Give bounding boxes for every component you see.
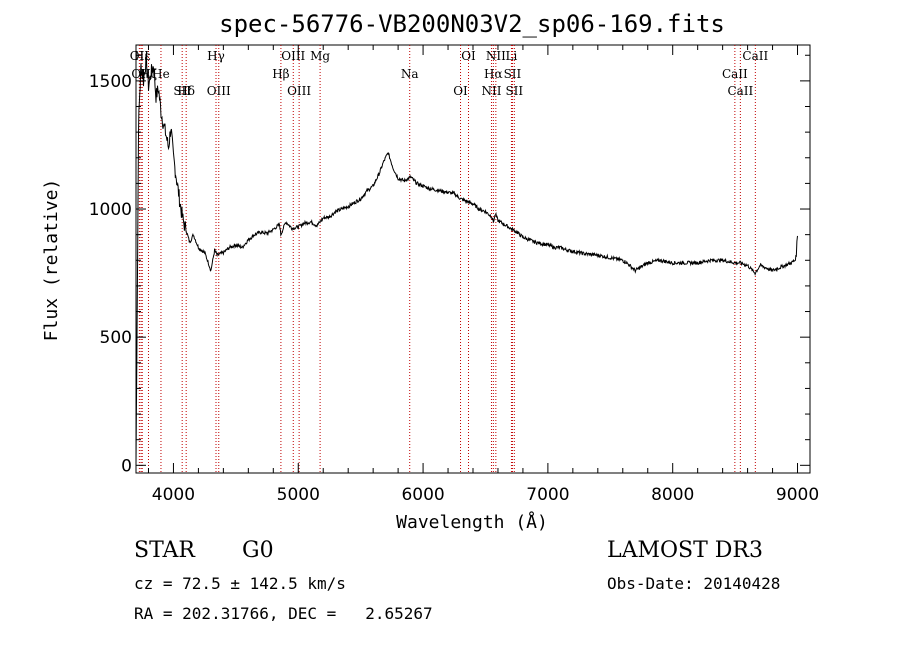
x-tick-label: 6000 <box>401 485 444 505</box>
emission-line-label-2: Hδ <box>177 84 195 98</box>
spectrum-line <box>135 53 798 466</box>
chart-title: spec-56776-VB200N03V2_sp06-169.fits <box>219 10 725 38</box>
survey-name: LAMOST DR3 <box>607 538 763 563</box>
emission-line-label-15: OI <box>461 49 476 63</box>
emission-line-markers <box>138 45 756 473</box>
emission-line-label-14: OI <box>453 84 468 98</box>
redshift-text: cz = 72.5 ± 142.5 km/s <box>134 574 346 593</box>
x-tick-label: 9000 <box>776 485 819 505</box>
emission-line-label-23: CaII <box>727 84 753 98</box>
emission-line-label-20: SII <box>505 84 523 98</box>
y-tick-label: 500 <box>100 328 132 348</box>
emission-line-label-19: SII <box>504 67 522 81</box>
coordinates: RA = 202.31766, DEC = 2.65267 <box>134 604 433 623</box>
emission-line-label-11: OIII <box>287 84 311 98</box>
x-axis-label: Wavelength (Å) <box>396 511 548 533</box>
emission-line-labels: HεHζHδOIIHeOIIIHγOIISIIOIIIHβOIIIMgNaOIO… <box>130 49 769 98</box>
emission-line-label-22: CaII <box>722 67 748 81</box>
y-tick-label: 1000 <box>89 200 132 220</box>
emission-line-label-17: NII <box>481 84 501 98</box>
emission-line-label-24: CaII <box>742 49 768 63</box>
y-tick-label: 1500 <box>89 72 132 92</box>
y-axis-label: Flux (relative) <box>41 179 62 342</box>
object-subclass: G0 <box>242 538 274 563</box>
emission-line-label-21: Li <box>506 49 518 63</box>
object-class: STAR <box>134 538 195 563</box>
x-tick-label: 5000 <box>277 485 320 505</box>
emission-line-label-9: OIII <box>281 49 305 63</box>
emission-line-label-16: Hα <box>484 67 503 81</box>
x-axis-ticks: 4000 5000 6000 7000 8000 9000 <box>147 45 819 505</box>
emission-line-label-4: He <box>152 67 170 81</box>
emission-line-label-18: NII <box>486 49 506 63</box>
x-tick-label: 4000 <box>152 485 195 505</box>
obs-date: Obs-Date: 20140428 <box>607 574 781 593</box>
emission-line-label-5: OIII <box>207 84 231 98</box>
emission-line-label-12: Mg <box>310 49 330 63</box>
y-axis-ticks: 0 500 1000 1500 <box>89 54 810 476</box>
plot-frame <box>135 44 811 474</box>
emission-line-label-13: Na <box>401 67 419 81</box>
y-tick-label: 0 <box>121 456 132 476</box>
x-tick-label: 7000 <box>526 485 569 505</box>
emission-line-label-10: Hβ <box>272 67 289 81</box>
emission-line-label-6: Hγ <box>207 49 225 63</box>
emission-line-label-3: OII <box>130 49 150 63</box>
x-tick-label: 8000 <box>651 485 694 505</box>
emission-line-label-8: SII <box>173 84 191 98</box>
